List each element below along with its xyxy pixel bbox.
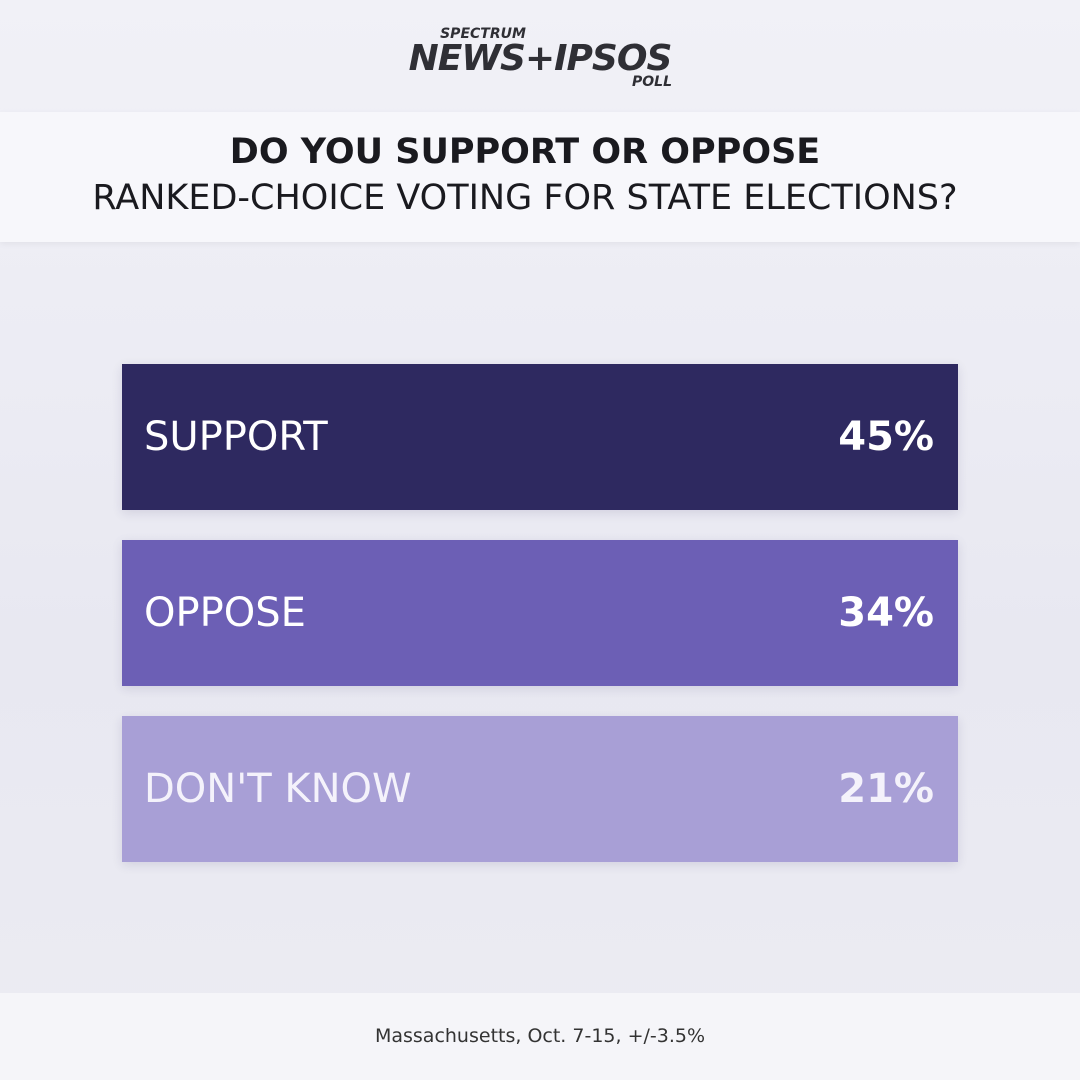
logo-top: SPECTRUM bbox=[440, 26, 526, 42]
row-bar: SUPPORT 45% bbox=[122, 364, 958, 510]
row-bar: OPPOSE 34% bbox=[122, 540, 958, 686]
question-line: DO YOU SUPPORT OR OPPOSE bbox=[229, 132, 821, 172]
footer-band bbox=[0, 993, 1080, 1080]
logo-bottom: POLL bbox=[631, 74, 672, 90]
row-label: SUPPORT bbox=[144, 414, 328, 460]
row-label: OPPOSE bbox=[144, 590, 306, 636]
row-value: 45% bbox=[838, 414, 934, 460]
row-label: DON'T KNOW bbox=[144, 766, 412, 812]
footer: Massachusetts, Oct. 7-15, +/-3.5% bbox=[374, 1025, 706, 1047]
header-band bbox=[0, 112, 1080, 242]
logo-main: NEWS+IPSOS bbox=[408, 38, 673, 79]
row-bar: DON'T KNOW 21% bbox=[122, 716, 958, 862]
row-value: 21% bbox=[838, 766, 934, 812]
question-line: RANKED-CHOICE VOTING FOR STATE ELECTIONS… bbox=[92, 178, 958, 218]
row-value: 34% bbox=[838, 590, 934, 636]
